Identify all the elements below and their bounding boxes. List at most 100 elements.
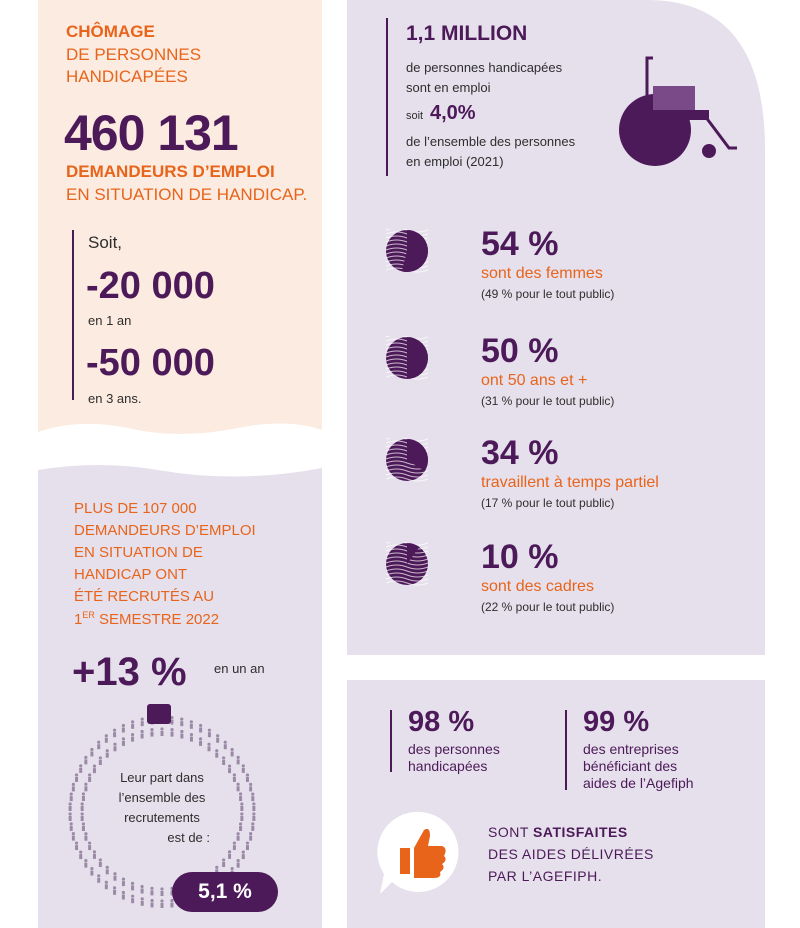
- stat-item: 50 % ont 50 ans et + (31 % pour le tout …: [385, 332, 745, 422]
- recruitment-line-1: PLUS DE 107 000: [74, 500, 197, 517]
- satisfaction-divider-2: [565, 710, 567, 790]
- stat-label: travaillent à temps partiel: [481, 474, 659, 491]
- person-icon: [71, 832, 75, 841]
- person-icon: [105, 749, 109, 758]
- unemployment-panel: [38, 0, 322, 440]
- person-icon: [113, 872, 117, 881]
- person-icon: [112, 728, 117, 738]
- unemployment-desc-bold: DEMANDEURS D’EMPLOI: [66, 162, 275, 181]
- stat-percentage: 50 %: [481, 332, 559, 370]
- person-icon: [227, 850, 232, 859]
- unemployment-big-number: 460 131: [64, 105, 239, 161]
- person-icon: [230, 747, 234, 757]
- person-icon: [207, 728, 212, 738]
- person-icon: [140, 729, 144, 739]
- recruitment-line-3: EN SITUATION DE: [74, 544, 203, 561]
- person-icon: [88, 773, 92, 782]
- pie-slice: [407, 337, 428, 379]
- person-icon: [236, 832, 240, 841]
- person-icon: [240, 802, 244, 811]
- unemployment-subtitle-2: HANDICAPÉES: [66, 67, 188, 86]
- person-icon: [74, 773, 79, 782]
- thumbs-up-icon: [377, 811, 459, 894]
- person-icon: [79, 850, 83, 860]
- person-icon: [245, 773, 250, 782]
- person-icon: [198, 737, 203, 746]
- unemployment-divider: [72, 230, 74, 400]
- person-icon: [215, 865, 219, 875]
- person-icon: [227, 764, 232, 774]
- stat-item: 54 % sont des femmes (49 % pour le tout …: [385, 225, 745, 315]
- share-value: 5,1 %: [198, 880, 252, 903]
- stat-item: 10 % sont des cadres (22 % pour le tout …: [385, 538, 745, 628]
- person-icon: [98, 756, 102, 766]
- satisfaction-line-1: SONT SATISFAITES: [488, 824, 628, 840]
- person-icon: [74, 841, 79, 851]
- person-icon: [245, 841, 250, 851]
- person-icon: [236, 755, 240, 765]
- person-icon: [69, 792, 73, 802]
- satisfaction-label-2a: des entreprises: [583, 741, 679, 757]
- person-icon: [92, 850, 97, 859]
- person-icon: [81, 822, 86, 831]
- person-icon: [97, 874, 101, 883]
- stat-percentage: 34 %: [481, 434, 559, 472]
- person-icon: [131, 720, 135, 729]
- satisfaction-label-1a: des personnes: [408, 741, 500, 757]
- person-icon: [240, 812, 244, 822]
- pie-chart-icon: [385, 542, 429, 586]
- unemployment-period-1: en 1 an: [88, 313, 132, 328]
- satisfaction-label-2c: aides de l’Agefiph: [583, 775, 694, 791]
- satisfaction-label-2b: bénéficiant des: [583, 758, 678, 774]
- person-icon: [150, 728, 154, 737]
- person-icon: [71, 782, 75, 792]
- person-icon: [207, 742, 211, 752]
- person-icon: [104, 880, 108, 890]
- stat-item: 34 % travaillent à temps partiel (17 % p…: [385, 434, 745, 524]
- person-icon: [160, 899, 164, 908]
- person-icon: [80, 812, 84, 822]
- unemployment-period-2: en 3 ans.: [88, 391, 142, 406]
- person-icon: [249, 832, 253, 841]
- ring-text-1: Leur part dans: [120, 770, 204, 785]
- unemployment-soit: Soit,: [88, 233, 123, 252]
- wheelchair-icon: [619, 56, 737, 166]
- person-icon: [88, 841, 92, 851]
- satisfaction-label-1b: handicapées: [408, 758, 488, 774]
- person-icon: [69, 822, 73, 831]
- recruitment-line-4: HANDICAP ONT: [74, 566, 188, 583]
- pie-slice: [407, 439, 428, 472]
- person-icon: [252, 802, 256, 812]
- recruitment-growth: +13 %: [72, 650, 187, 694]
- person-icon: [84, 782, 88, 792]
- person-icon: [251, 822, 255, 831]
- employment-line-4: en emploi (2021): [406, 154, 504, 169]
- person-icon: [121, 737, 126, 746]
- person-icon: [189, 733, 194, 742]
- stat-label: sont des femmes: [481, 265, 603, 282]
- person-icon: [189, 720, 193, 729]
- person-icon: [140, 884, 144, 894]
- person-icon: [81, 792, 86, 802]
- person-icon: [251, 792, 255, 802]
- person-icon: [160, 727, 164, 736]
- person-icon: [223, 740, 227, 750]
- unemployment-desc-2: EN SITUATION DE HANDICAP.: [66, 185, 308, 204]
- person-icon: [90, 747, 94, 757]
- unemployment-title: CHÔMAGE: [66, 22, 155, 41]
- recruitment-line-6: 1ER SEMESTRE 2022: [74, 610, 220, 628]
- person-icon: [92, 764, 97, 774]
- person-icon: [249, 782, 253, 792]
- person-icon: [150, 886, 154, 896]
- employment-headline: 1,1 MILLION: [406, 22, 528, 45]
- unemployment-panel-bg: [38, 0, 322, 434]
- recruitment-growth-period: en un an: [214, 661, 265, 676]
- satisfaction-pct-2: 99 %: [583, 706, 650, 738]
- person-icon: [170, 715, 174, 725]
- stat-note: (22 % pour le tout public): [481, 600, 615, 614]
- person-icon: [79, 764, 83, 773]
- people-ring-highlight: [147, 704, 171, 724]
- recruitment-panel: [38, 460, 322, 928]
- person-icon: [90, 866, 94, 876]
- ring-text-4: est de :: [167, 830, 210, 845]
